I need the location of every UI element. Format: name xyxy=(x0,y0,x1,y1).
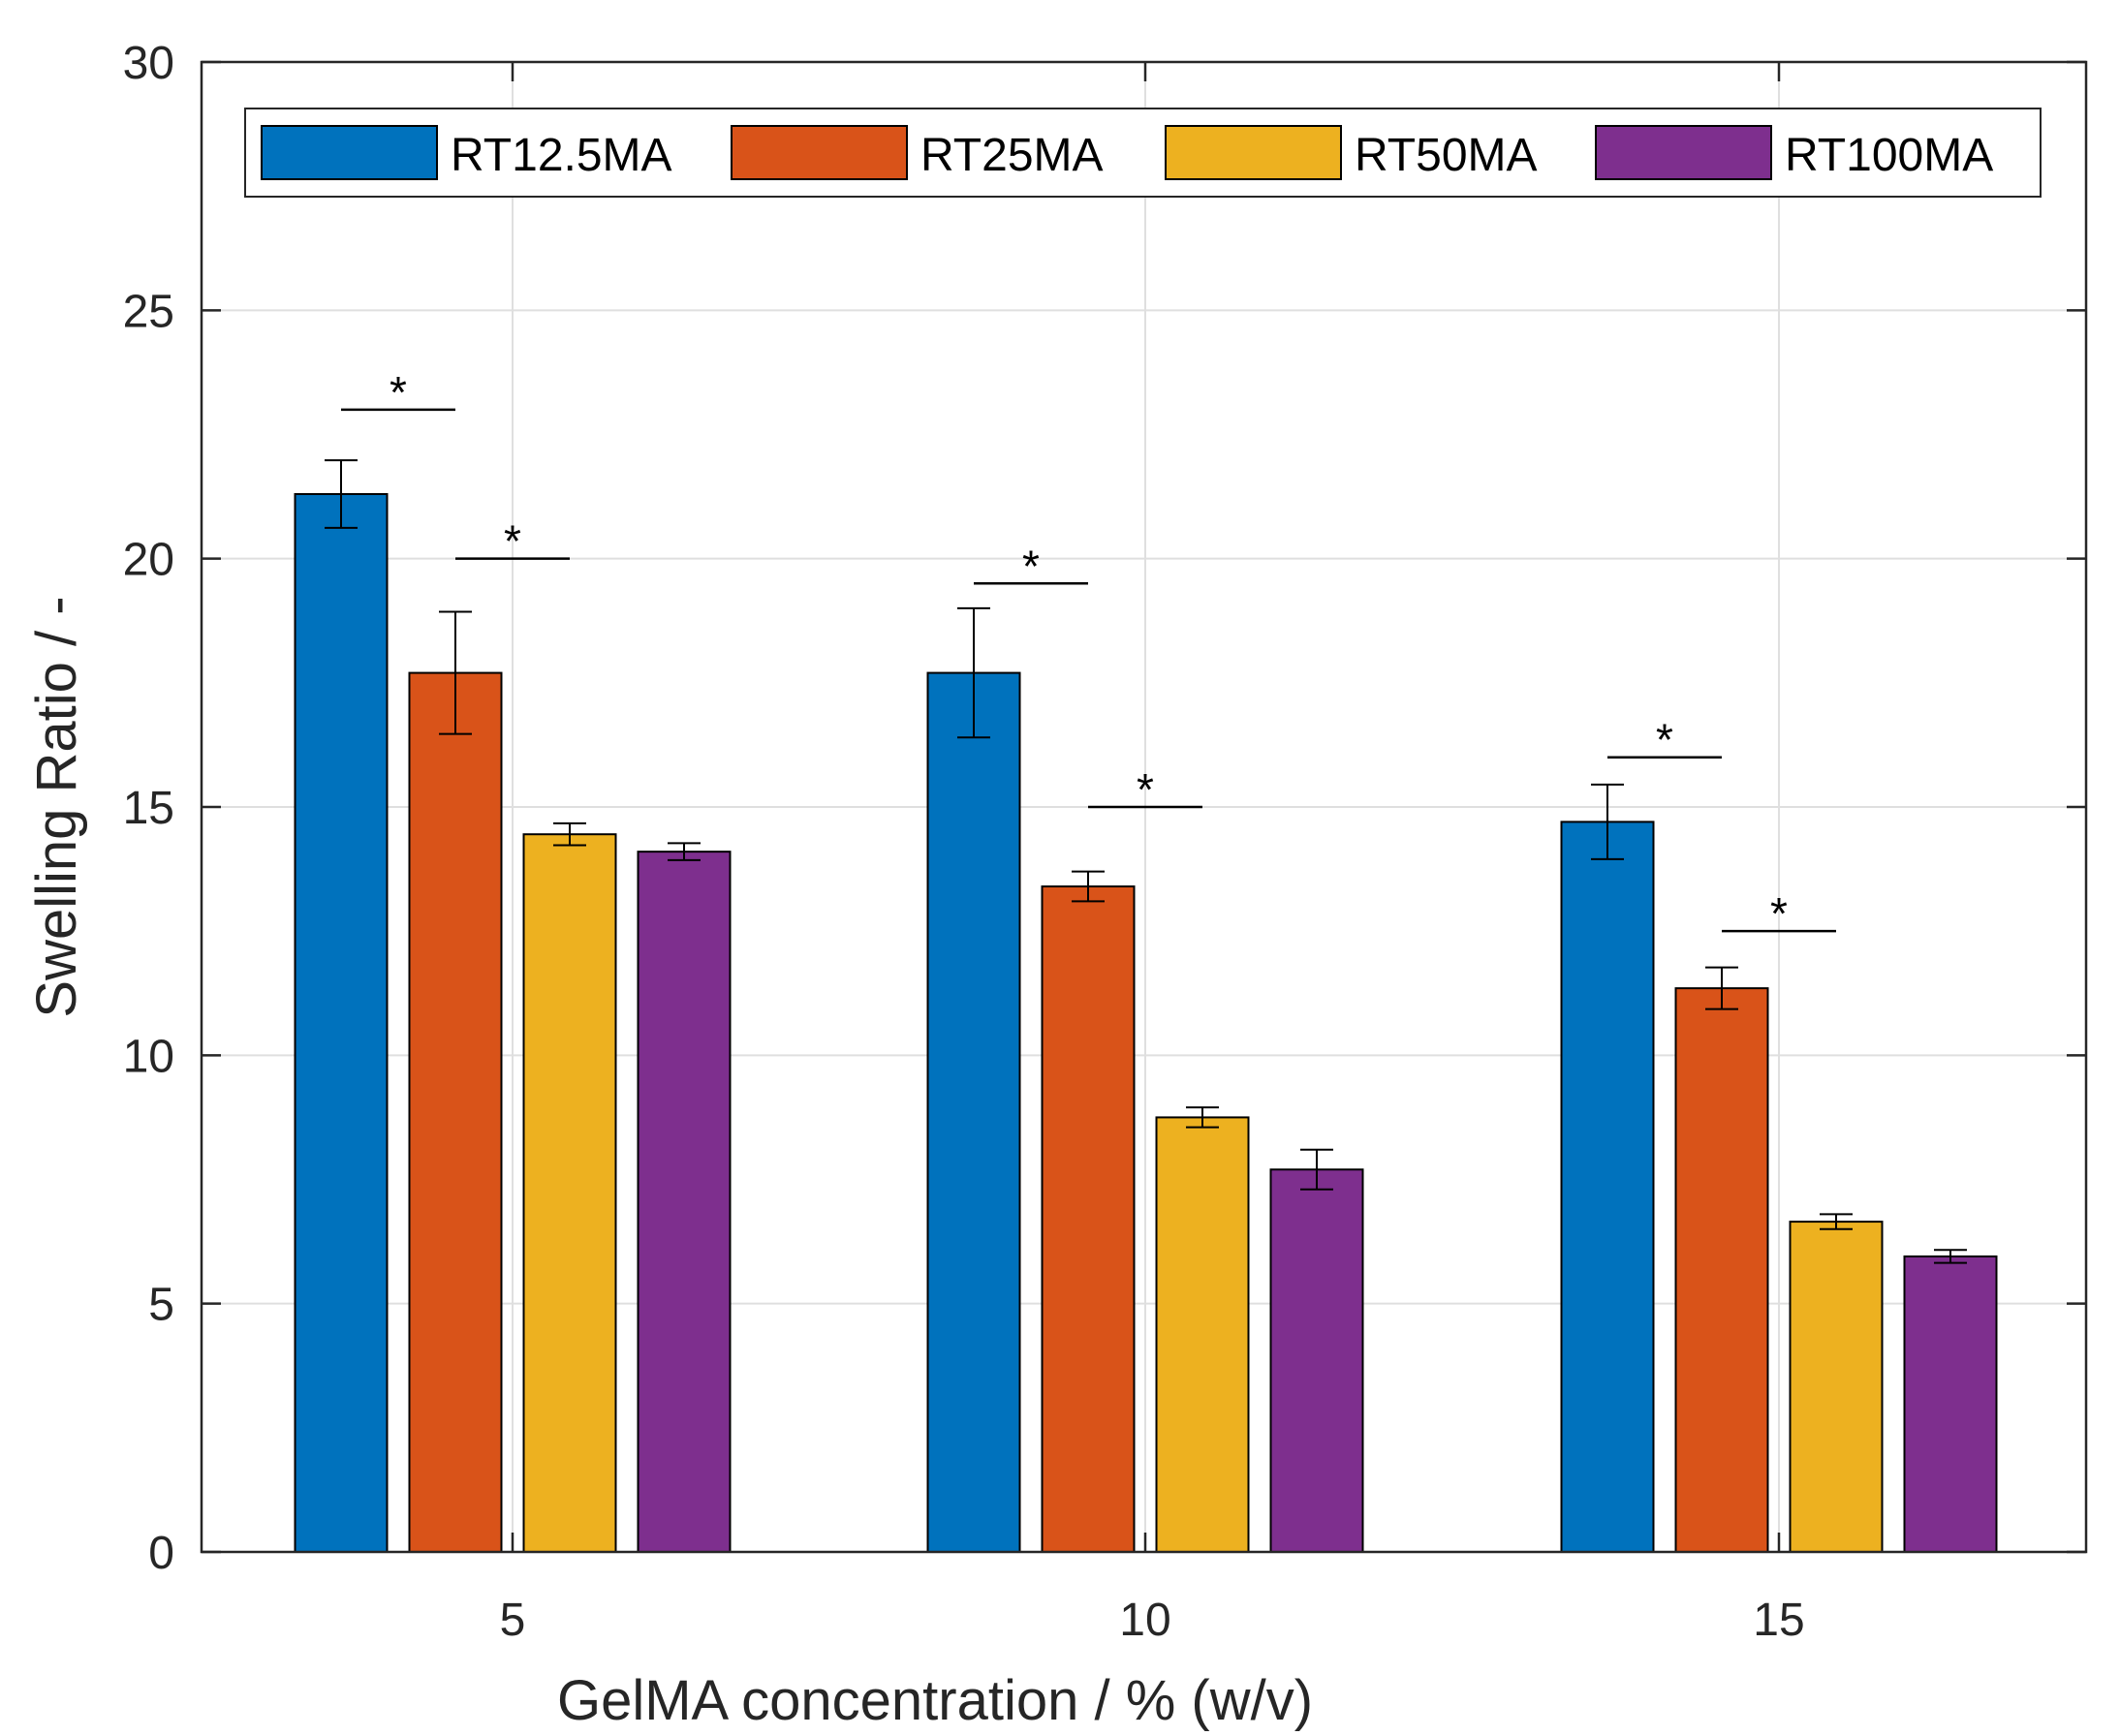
y-tick-label: 20 xyxy=(123,535,174,586)
legend-swatch xyxy=(261,125,438,180)
bar xyxy=(1674,987,1769,1553)
x-tick-label: 5 xyxy=(500,1595,526,1646)
legend-label: RT25MA xyxy=(920,130,1104,181)
bar xyxy=(1269,1168,1364,1554)
x-axis-title: GelMA concentration / % (w/v) xyxy=(557,1669,1313,1732)
legend-swatch xyxy=(1595,125,1772,180)
legend-swatch xyxy=(1165,125,1342,180)
y-tick-label: 25 xyxy=(123,286,174,337)
y-tick-label: 0 xyxy=(148,1528,174,1579)
bar xyxy=(1903,1255,1998,1554)
bars xyxy=(294,493,1998,1554)
significance-star: * xyxy=(1656,715,1673,765)
significance-star: * xyxy=(504,516,521,567)
bar xyxy=(1789,1221,1884,1553)
significance-star: * xyxy=(1770,888,1788,939)
bar xyxy=(926,671,1021,1553)
x-tick-label: 10 xyxy=(1119,1595,1170,1646)
y-tick-label: 5 xyxy=(148,1280,174,1331)
significance-markers: * * * * * * xyxy=(341,367,1836,939)
bar xyxy=(1560,821,1655,1553)
legend: RT12.5MA RT25MA RT50MA RT100MA xyxy=(244,108,2042,198)
x-tick-label: 15 xyxy=(1753,1595,1804,1646)
bar xyxy=(637,851,732,1553)
bar xyxy=(294,493,389,1553)
bar xyxy=(1041,885,1136,1553)
legend-label: RT100MA xyxy=(1785,130,1993,181)
y-tick-label: 30 xyxy=(123,38,174,89)
bar xyxy=(1155,1116,1250,1553)
bar xyxy=(408,671,503,1553)
significance-star: * xyxy=(390,367,407,418)
significance-star: * xyxy=(1137,764,1154,815)
legend-label: RT12.5MA xyxy=(451,130,672,181)
legend-swatch xyxy=(731,125,908,180)
y-tick-label: 10 xyxy=(123,1031,174,1082)
bar xyxy=(522,833,617,1553)
error-bars xyxy=(325,459,1967,1264)
y-tick-label: 15 xyxy=(123,783,174,834)
legend-label: RT50MA xyxy=(1355,130,1538,181)
axis-ticks: 0 5 10 15 20 25 30 5 10 15 xyxy=(123,38,2086,1646)
y-axis-title: Swelling Ratio / - xyxy=(25,596,88,1017)
significance-star: * xyxy=(1022,541,1040,591)
